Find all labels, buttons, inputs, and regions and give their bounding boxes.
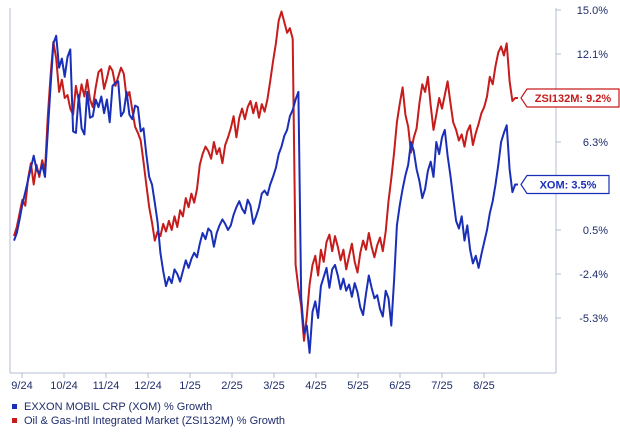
x-tick-label: 1/25 bbox=[179, 380, 200, 392]
legend-swatch bbox=[12, 418, 17, 423]
x-tick-label: 6/25 bbox=[389, 380, 410, 392]
plot-area bbox=[9, 8, 557, 374]
x-tick-label: 7/25 bbox=[431, 380, 452, 392]
legend: EXXON MOBIL CRP (XOM) % Growth Oil & Gas-… bbox=[12, 401, 285, 427]
x-tick-label: 9/24 bbox=[11, 380, 32, 392]
zsi132m-callout-box bbox=[520, 88, 620, 108]
x-tick-label: 12/24 bbox=[134, 380, 162, 392]
zsi132m-callout-label: ZSI132M: 9.2% bbox=[535, 93, 612, 105]
y-tick-label: 0.5% bbox=[583, 225, 608, 237]
x-tick-label: 4/25 bbox=[305, 380, 326, 392]
xom-callout-label: XOM: 3.5% bbox=[540, 179, 597, 191]
y-tick-label: -5.3% bbox=[579, 313, 608, 325]
legend-label: EXXON MOBIL CRP (XOM) % Growth bbox=[24, 401, 212, 413]
xom-series-line bbox=[13, 34, 518, 354]
series-lines bbox=[13, 10, 518, 354]
x-tick-label: 2/25 bbox=[221, 380, 242, 392]
x-tick-label: 5/25 bbox=[347, 380, 368, 392]
zsi132m-callout: ZSI132M: 9.2% bbox=[520, 88, 620, 108]
y-tick-label: 15.0% bbox=[577, 5, 608, 17]
y-tick-label: 12.1% bbox=[577, 49, 608, 61]
series-callouts: XOM: 3.5% ZSI132M: 9.2% bbox=[520, 88, 620, 195]
legend-swatch bbox=[12, 404, 17, 409]
zsi132m-series-line bbox=[13, 10, 518, 342]
y-tick-label: -2.4% bbox=[579, 269, 608, 281]
xom-callout: XOM: 3.5% bbox=[520, 174, 610, 195]
x-tick-label: 3/25 bbox=[263, 380, 284, 392]
y-axis: 15.0%12.1%9.2%6.3%3.4%0.5%-2.4%-5.3% bbox=[556, 5, 608, 325]
x-tick-label: 11/24 bbox=[93, 380, 120, 392]
x-axis: 9/24 10/24 11/24 12/24 1/25 2/25 3/25 4/25 5/25 6… bbox=[11, 373, 495, 392]
x-tick-label: 8/25 bbox=[473, 380, 494, 392]
legend-item-zsi132m: Oil & Gas-Intl Integrated Market (ZSI132… bbox=[12, 415, 285, 427]
legend-item-xom: EXXON MOBIL CRP (XOM) % Growth bbox=[12, 401, 212, 413]
y-tick-label: 6.3% bbox=[583, 137, 608, 149]
xom-callout-box bbox=[520, 174, 610, 195]
x-tick-label: 10/24 bbox=[50, 380, 78, 392]
legend-label: Oil & Gas-Intl Integrated Market (ZSI132… bbox=[24, 415, 285, 427]
